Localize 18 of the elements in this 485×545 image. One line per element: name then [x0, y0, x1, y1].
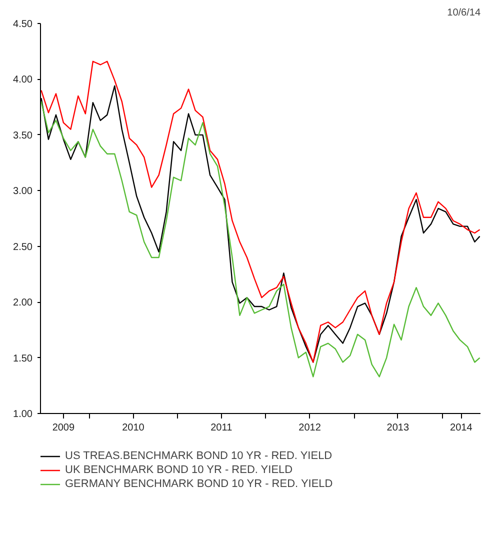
- x-tick-label: 2011: [210, 422, 233, 434]
- y-tick-label: 4.50: [13, 19, 33, 30]
- y-tick-label: 3.00: [13, 186, 33, 198]
- legend-label: GERMANY BENCHMARK BOND 10 YR - RED. YIELD: [65, 477, 333, 491]
- legend-label: US TREAS.BENCHMARK BOND 10 YR - RED. YIELD: [65, 449, 332, 463]
- y-tick-label: 1.50: [13, 353, 33, 364]
- y-tick-label: 1.00: [13, 409, 33, 420]
- y-tick-label: 2.50: [13, 242, 33, 253]
- y-tick-label: 2.00: [13, 298, 33, 309]
- x-tick-label: 2012: [298, 422, 322, 434]
- legend-label: UK BENCHMARK BOND 10 YR - RED. YIELD: [65, 463, 293, 477]
- y-tick-label: 3.50: [13, 130, 33, 142]
- x-tick-label: 2013: [386, 422, 410, 434]
- x-tick-label: 2010: [122, 422, 145, 434]
- x-tick-label: 2009: [52, 422, 76, 434]
- y-tick-label: 4.00: [13, 74, 33, 86]
- x-tick-label: 2014: [450, 422, 473, 434]
- text: 10/6/14: [447, 8, 481, 18]
